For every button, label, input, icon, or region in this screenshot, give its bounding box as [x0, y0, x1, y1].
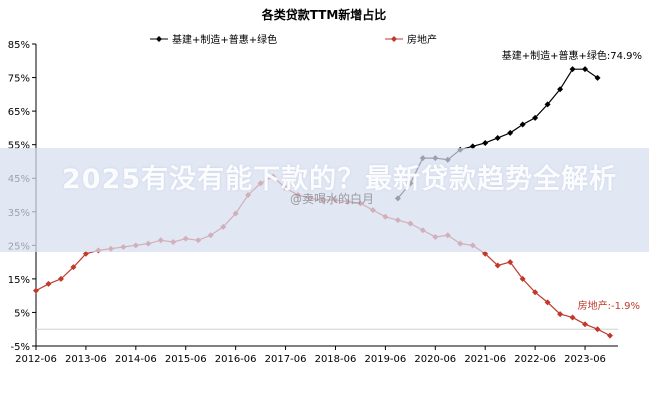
- chart-legend: 基建+制造+普惠+绿色 房地产: [150, 33, 437, 46]
- x-tick-label: 2013-06: [65, 354, 107, 365]
- data-point: [582, 321, 589, 328]
- data-point: [532, 289, 539, 296]
- data-point: [482, 139, 489, 146]
- data-point: [494, 262, 501, 269]
- x-tick-label: 2016-06: [215, 354, 257, 365]
- data-point: [544, 299, 551, 306]
- data-point: [33, 287, 39, 294]
- data-point: [569, 314, 576, 321]
- x-tick-label: 2023-06: [564, 354, 606, 365]
- x-tick-label: 2012-06: [15, 354, 57, 365]
- data-point: [594, 74, 601, 81]
- y-tick-label: 75%: [8, 74, 30, 85]
- series-end-label: 房地产:-1.9%: [578, 299, 640, 312]
- x-tick-label: 2018-06: [315, 354, 357, 365]
- data-point: [57, 275, 64, 282]
- data-point: [519, 275, 526, 282]
- y-tick-label: 55%: [8, 141, 30, 152]
- x-tick-label: 2019-06: [364, 354, 406, 365]
- y-tick-label: 85%: [8, 40, 30, 51]
- chart-title: 各类贷款TTM新增占比: [261, 7, 387, 22]
- overlay-banner: [0, 148, 649, 252]
- data-point: [532, 114, 539, 121]
- x-tick-label: 2021-06: [464, 354, 506, 365]
- series-end-label: 基建+制造+普惠+绿色:74.9%: [502, 49, 642, 62]
- data-point: [469, 143, 476, 150]
- y-tick-label: -5%: [11, 342, 30, 353]
- x-tick-label: 2017-06: [265, 354, 307, 365]
- x-tick-label: 2020-06: [414, 354, 456, 365]
- x-tick-label: 2014-06: [115, 354, 157, 365]
- data-point: [594, 326, 601, 333]
- legend-marker: [156, 36, 162, 42]
- overlay-banner-title: 2025有没有能下款的？最新贷款趋势全解析: [62, 164, 618, 195]
- data-point: [557, 311, 564, 318]
- data-point: [70, 264, 77, 271]
- data-point: [82, 250, 89, 257]
- y-tick-label: 5%: [14, 308, 30, 319]
- data-point: [582, 66, 589, 73]
- legend-label: 房地产: [407, 33, 437, 46]
- legend-label: 基建+制造+普惠+绿色: [172, 33, 277, 46]
- data-point: [507, 259, 514, 266]
- data-point: [494, 134, 501, 141]
- legend-marker: [391, 36, 397, 42]
- data-point: [607, 332, 613, 339]
- data-point: [482, 250, 489, 257]
- y-tick-label: 65%: [8, 107, 30, 118]
- data-point: [544, 101, 551, 108]
- chart-axes: -5%5%15%25%35%45%55%65%75%85%2012-062013…: [8, 40, 618, 365]
- data-point: [569, 66, 576, 73]
- data-point: [557, 86, 564, 93]
- data-point: [519, 121, 526, 128]
- data-point: [507, 129, 514, 136]
- data-point: [45, 280, 52, 287]
- x-tick-label: 2022-06: [514, 354, 556, 365]
- watermark-text: @卖喝水的白月: [290, 192, 375, 206]
- y-tick-label: 15%: [8, 275, 30, 286]
- x-tick-label: 2015-06: [165, 354, 207, 365]
